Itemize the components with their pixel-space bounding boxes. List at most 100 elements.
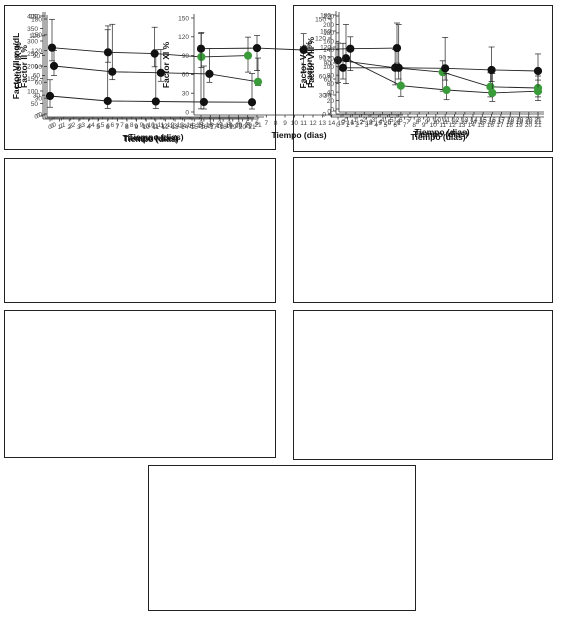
data-point — [442, 85, 451, 95]
y-tick-label: 60 — [327, 81, 335, 88]
x-tick-label: 11 — [151, 123, 158, 130]
y-tick-label: 100 — [27, 88, 38, 95]
x-axis-label: Tiempo (dias) — [128, 132, 183, 142]
x-tick-label: 11 — [439, 122, 446, 129]
x-tick-label: 13 — [461, 117, 469, 124]
x-tick-label: 20 — [525, 122, 533, 129]
x-tick-label: 12 — [452, 117, 460, 124]
x-tick-label: 0 — [48, 124, 52, 131]
y-tick-label: 140 — [323, 47, 334, 54]
x-tick-label: 9 — [422, 122, 426, 129]
x-tick-label: 5 — [101, 122, 105, 129]
x-tick-label: 1 — [350, 119, 354, 126]
data-point — [103, 96, 112, 106]
x-tick-label: 13 — [171, 124, 179, 131]
x-tick-label: 19 — [375, 120, 383, 127]
x-tick-label: 14 — [468, 122, 476, 129]
y-tick-label: 220 — [323, 13, 334, 20]
x-tick-label: 17 — [216, 122, 224, 129]
x-axis-label: Tiempo (dias) — [413, 129, 468, 139]
x-tick-label: 20 — [245, 122, 253, 129]
x-tick-label: 0 — [341, 119, 345, 126]
x-tick-label: 0 — [199, 120, 203, 127]
x-tick-label: 15 — [188, 123, 196, 130]
x-tick-label: 10 — [434, 117, 442, 124]
x-tick-label: 2 — [218, 120, 222, 127]
x-tick-label: 13 — [460, 119, 468, 126]
x-tick-label: 3 — [369, 119, 373, 126]
x-tick-label: 2 — [355, 122, 359, 129]
data-point — [47, 43, 57, 52]
x-tick-label: 15 — [337, 120, 345, 127]
x-tick-label: 20 — [235, 123, 243, 130]
data-point — [103, 48, 113, 57]
x-tick-label: 3 — [227, 120, 231, 127]
x-tick-label: 16 — [198, 123, 206, 130]
x-tick-label: 8 — [130, 122, 134, 129]
x-tick-label: 10 — [430, 122, 438, 129]
x-tick-label: 8 — [417, 117, 421, 124]
y-tick-label: 120 — [31, 48, 42, 55]
y-tick-label: 90 — [35, 64, 43, 71]
x-tick-label: 5 — [388, 119, 392, 126]
x-tick-label: 4 — [91, 122, 95, 129]
x-tick-label: 16 — [347, 120, 355, 127]
y-tick-label: 0 — [327, 108, 331, 115]
x-tick-label: 11 — [300, 120, 307, 127]
x-tick-label: 14 — [469, 119, 477, 126]
x-axis-label: Tiempo (dias) — [271, 130, 326, 140]
x-tick-label: 21 — [534, 117, 542, 124]
x-tick-label: 4 — [87, 124, 91, 131]
x-tick-label: 17 — [210, 124, 218, 131]
x-tick-label: 12 — [167, 122, 175, 129]
x-tick-label: 9 — [426, 117, 430, 124]
x-tick-label: 21 — [393, 120, 401, 127]
x-tick-label: 5 — [390, 117, 394, 124]
y-tick-label: 60 — [182, 72, 190, 79]
x-tick-label: 9 — [140, 122, 144, 129]
x-tick-label: 19 — [516, 119, 524, 126]
chart-panel-factor-ix: 0 30 60 90 120 150 0 1 2 3 4 5 6 7 8 9 10 11 12 13 14 15 16 17 1… — [4, 12, 276, 458]
x-tick-label: 7 — [408, 117, 412, 124]
x-tick-label: 4 — [237, 120, 241, 127]
x-tick-label: 20 — [239, 124, 247, 131]
x-tick-label: 17 — [498, 117, 506, 124]
x-tick-label: 6 — [255, 120, 259, 127]
x-tick-label: 17 — [497, 119, 505, 126]
x-tick-label: 0 — [52, 122, 56, 129]
data-point — [150, 49, 159, 58]
x-tick-label: 9 — [425, 119, 429, 126]
x-tick-label: 13 — [170, 123, 178, 130]
x-tick-label: 18 — [225, 122, 233, 129]
y-tick-label: 350 — [27, 26, 38, 33]
x-axis-label: Tiempo (dias) — [123, 134, 178, 144]
x-tick-label: 9 — [135, 124, 139, 131]
data-point — [243, 51, 253, 60]
y-tick-label: 120 — [178, 34, 189, 41]
data-point — [247, 98, 257, 107]
x-tick-label: 14 — [181, 124, 189, 131]
y-tick-label: 180 — [323, 30, 334, 37]
data-point — [45, 91, 55, 101]
data-point — [199, 97, 209, 107]
y-tick-label: 60 — [33, 73, 41, 80]
x-tick-label: 3 — [365, 122, 369, 129]
x-tick-label: 6 — [393, 122, 397, 129]
y-tick-label: 160 — [323, 39, 334, 46]
x-tick-label: 7 — [265, 120, 269, 127]
x-tick-label: 8 — [125, 124, 129, 131]
x-tick-label: 21 — [534, 119, 542, 126]
data-point — [338, 63, 348, 72]
y-tick-label: 30 — [35, 95, 43, 102]
x-tick-label: 16 — [487, 122, 495, 129]
y-tick-label: 0 — [36, 112, 40, 119]
x-tick-label: 0 — [50, 123, 54, 130]
y-tick-label: 80 — [327, 72, 335, 79]
y-tick-label: 20 — [327, 98, 335, 105]
x-tick-label: 4 — [374, 122, 378, 129]
